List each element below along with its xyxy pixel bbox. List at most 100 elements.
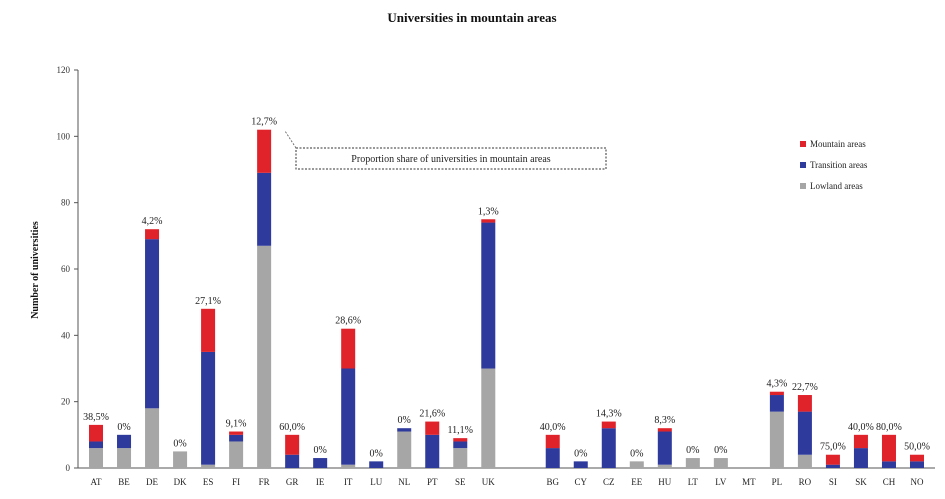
share-label: 21,6% (419, 409, 445, 420)
x-tick-label: BG (546, 477, 559, 487)
x-tick-label: LT (688, 477, 699, 487)
bar-segment-fi (229, 441, 244, 468)
share-label: 50,0% (904, 442, 930, 453)
share-label: 0% (686, 445, 699, 456)
x-tick-label: SI (829, 477, 837, 487)
legend-label: Lowland areas (810, 181, 863, 191)
x-tick-label: CZ (603, 477, 615, 487)
y-tick-label: 20 (61, 397, 71, 407)
share-labels: AT 38,5% BE 0% DE 4,2% DK 0% ES 27,1% FI 9,1% FR 12,7… (83, 117, 930, 487)
share-label: 22,7% (792, 382, 818, 393)
bar-segment-gr (285, 454, 300, 468)
x-tick-label: PT (427, 477, 438, 487)
share-label: 60,0% (279, 422, 305, 433)
bar-segment-cz (601, 421, 616, 429)
share-label: 8,3% (654, 415, 675, 426)
annotation-box (295, 147, 607, 170)
bar-segment-at (89, 424, 104, 442)
y-tick-label: 80 (61, 198, 71, 208)
share-label: 80,0% (876, 422, 902, 433)
legend: Mountain areas Transition areas Lowland ar… (800, 139, 868, 191)
bar-segment-nl (397, 431, 412, 468)
bar-segment-fr (257, 129, 272, 173)
bar-segment-gr (285, 434, 300, 455)
x-tick-label: BE (118, 477, 130, 487)
bar-segment-at (89, 441, 104, 449)
y-tick-label: 60 (61, 264, 71, 274)
y-tick-label: 120 (57, 65, 71, 75)
y-tick-label: 40 (61, 330, 71, 340)
bar-segment-hu (657, 428, 672, 432)
share-label: 0% (398, 415, 411, 426)
share-label: 9,1% (226, 419, 247, 430)
share-label: 0% (313, 445, 326, 456)
chart-title: Universities in mountain areas (387, 10, 556, 25)
share-label: 4,2% (142, 216, 163, 227)
x-tick-label: UK (482, 477, 495, 487)
bar-segment-pl (769, 391, 784, 396)
bar-segment-dk (173, 451, 188, 468)
legend-swatch (800, 162, 806, 168)
bar-segment-uk (481, 219, 496, 223)
bar-segment-it (341, 328, 356, 369)
bar-segment-lt (685, 458, 700, 468)
bar-segment-de (145, 229, 160, 240)
share-label: 0% (630, 448, 643, 459)
x-tick-label: IT (344, 477, 353, 487)
x-tick-label: DK (174, 477, 187, 487)
bar-segment-uk (481, 222, 496, 369)
share-label: 75,0% (820, 442, 846, 453)
bar-segment-ro (797, 454, 812, 468)
x-tick-label: MT (742, 477, 756, 487)
share-label: 11,1% (448, 425, 473, 436)
bar-segment-pl (769, 395, 784, 412)
x-tick-label: GR (286, 477, 299, 487)
bar-segment-fr (257, 172, 272, 246)
x-tick-label: RO (799, 477, 812, 487)
x-tick-label: LV (715, 477, 727, 487)
share-label: 27,1% (195, 296, 221, 307)
bar-segment-de (145, 239, 160, 409)
bar-segment-at (89, 448, 104, 468)
share-label: 38,5% (83, 412, 109, 423)
bar-segment-fi (229, 434, 244, 442)
bar-segment-be (117, 434, 132, 449)
bar-segment-hu (657, 464, 672, 468)
bar-segment-pt (425, 434, 440, 468)
bar-segment-be (117, 448, 132, 468)
bar-segment-pt (425, 421, 440, 435)
legend-swatch (800, 141, 806, 147)
x-tick-label: PL (772, 477, 783, 487)
axes: 0 20 40 60 80 100 120 (57, 65, 935, 473)
bar-segment-fi (229, 431, 244, 435)
share-label: 40,0% (540, 422, 566, 433)
bar-segment-lu (369, 461, 384, 468)
x-tick-label: CY (574, 477, 587, 487)
bars (89, 129, 924, 468)
x-tick-label: SE (455, 477, 466, 487)
bar-segment-it (341, 368, 356, 465)
share-label: 14,3% (596, 409, 622, 420)
bar-segment-es (201, 308, 216, 352)
x-tick-label: FR (259, 477, 270, 487)
bar-segment-ee (629, 461, 644, 468)
bar-segment-ro (797, 395, 812, 412)
bar-segment-bg (545, 434, 560, 449)
bar-segment-si (825, 454, 840, 465)
share-label: 4,3% (766, 379, 787, 390)
x-tick-label: CH (883, 477, 896, 487)
bar-segment-ch (881, 461, 896, 468)
bar-segment-si (825, 464, 840, 468)
legend-label: Transition areas (810, 160, 868, 170)
annotation: Proportion share of universities in moun… (284, 130, 607, 170)
share-label: 0% (173, 438, 186, 449)
annotation-leader (284, 130, 297, 149)
bar-segment-fr (257, 245, 272, 468)
bar-segment-no (909, 454, 924, 462)
bar-segment-lv (713, 458, 728, 468)
x-tick-label: ES (203, 477, 214, 487)
bar-segment-es (201, 351, 216, 465)
bar-segment-sk (853, 434, 868, 449)
legend-label: Mountain areas (810, 139, 866, 149)
